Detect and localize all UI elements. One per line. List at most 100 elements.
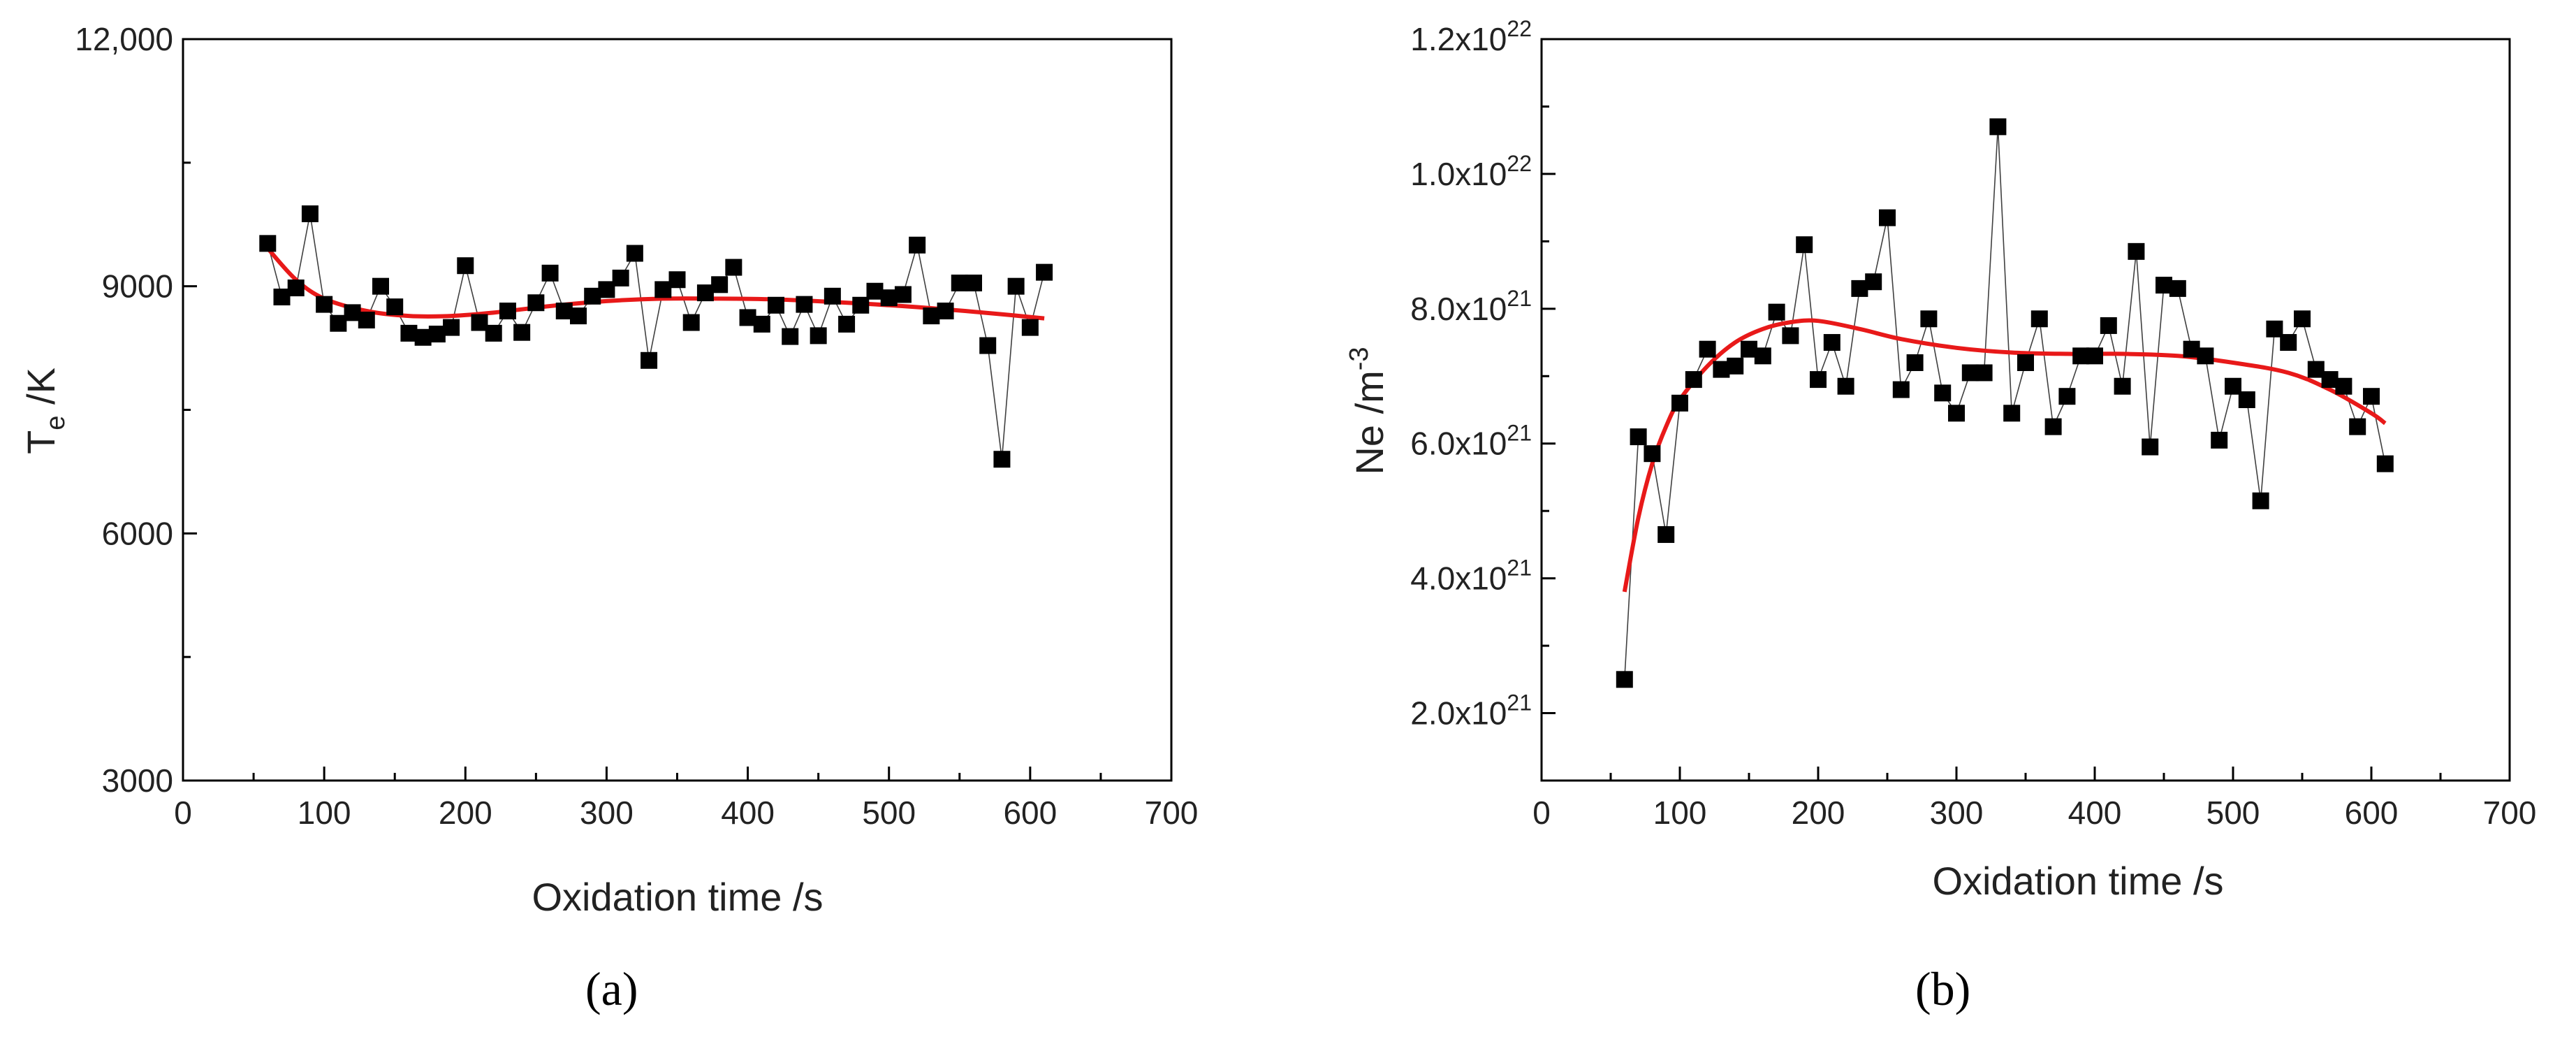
panel-b-y-tick-label: 1.2x1022 xyxy=(1410,16,1532,57)
panel-a-data-point xyxy=(923,307,940,325)
panel-b-x-tick-label: 300 xyxy=(1930,795,1984,831)
panel-a-data-point xyxy=(626,245,643,262)
panel-b-data-point xyxy=(1630,428,1647,446)
panel-a-data-point xyxy=(753,315,770,333)
panel-b-data-point xyxy=(1975,364,1993,382)
panel-a-data-point xyxy=(852,296,870,314)
panel-b-data-point xyxy=(1671,394,1688,412)
panel-b-data-point xyxy=(2058,388,2076,405)
panel-b-data-point xyxy=(2100,317,2117,334)
panel-b-data-point xyxy=(1727,357,1744,375)
panel-b-data-point xyxy=(2044,418,2062,435)
panel-a-label: (a) xyxy=(585,962,638,1015)
panel-b-x-tick-label: 0 xyxy=(1532,795,1551,831)
panel-a-data-point xyxy=(768,296,784,314)
panel-b-data-points xyxy=(1616,118,2394,688)
panel-b-y-axis-title: Ne /m-3 xyxy=(1345,347,1391,474)
panel-a-x-tick-label: 0 xyxy=(174,795,192,831)
panel-a-y-axis-title: Te /K xyxy=(19,368,71,454)
panel-b-data-point xyxy=(2363,388,2380,405)
panel-a-data-point xyxy=(273,288,291,305)
panel-b-y-ticks: 2.0x1021 4.0x1021 6.0x1021 8.0x1021 1.0x1022… xyxy=(1410,16,1556,732)
panel-a-data-point xyxy=(372,277,389,295)
panel-a-y-tick-label: 6000 xyxy=(102,515,173,551)
panel-b-data-point xyxy=(2114,377,2131,395)
panel-a-data-point xyxy=(344,304,361,321)
panel-a-data-point xyxy=(443,319,460,336)
panel-b-x-tick-label: 200 xyxy=(1792,795,1845,831)
panel-b-fit-curve xyxy=(1622,318,2387,593)
panel-b-connector-polyline xyxy=(1624,126,2386,680)
panel-b-data-point xyxy=(2376,455,2394,472)
panel-b-data-point xyxy=(1768,303,1785,321)
panel-b-data-point xyxy=(1644,445,1661,463)
panel-a-connector-line xyxy=(267,213,1045,460)
panel-b-data-point xyxy=(1699,340,1716,358)
panel-a-data-point xyxy=(894,286,912,303)
panel-b-data-point xyxy=(2030,310,2048,328)
panel-a-data-point xyxy=(612,269,629,287)
panel-b-x-tick-label: 100 xyxy=(1653,795,1707,831)
panel-a-data-point xyxy=(739,309,756,326)
panel-b-data-point xyxy=(1892,381,1910,398)
panel-a-data-point xyxy=(654,281,672,298)
panel-a-data-point xyxy=(641,351,658,369)
panel-a-data-point xyxy=(471,314,488,331)
panel-a-x-tick-label: 200 xyxy=(439,795,492,831)
panel-a-data-point xyxy=(259,235,277,252)
panel-a-data-point xyxy=(570,307,587,325)
panel-a-chart: 0 100 200 300 400 500 600 700 3000 6000 9000 12,00… xyxy=(19,21,1198,919)
panel-b-data-point xyxy=(2294,310,2311,328)
panel-a-data-point xyxy=(1007,277,1025,295)
panel-b-data-point xyxy=(2335,377,2352,395)
panel-a-data-point xyxy=(668,271,686,289)
panel-b-data-point xyxy=(1823,334,1840,351)
panel-a-data-point xyxy=(598,281,615,298)
panel-a-plot-frame xyxy=(182,38,1173,782)
panel-b-x-ticks: 0 100 200 300 400 500 600 700 xyxy=(1532,767,2536,831)
panel-b-y-tick-label: 4.0x1021 xyxy=(1410,556,1532,597)
panel-a-data-point xyxy=(880,289,898,307)
panel-b-data-point xyxy=(1657,525,1675,543)
panel-a-x-tick-label: 500 xyxy=(862,795,916,831)
panel-b-connector-line xyxy=(1624,126,2386,680)
panel-a-data-point xyxy=(457,257,474,275)
panel-a-data-point xyxy=(584,287,601,305)
panel-b-x-tick-label: 400 xyxy=(2068,795,2122,831)
panel-a-data-point xyxy=(725,259,742,276)
panel-b-data-point xyxy=(1782,327,1799,345)
panel-b-data-point xyxy=(2252,492,2269,509)
panel-a-data-point xyxy=(527,294,545,312)
panel-a-y-tick-label: 3000 xyxy=(102,762,173,799)
panel-a-fit-curve xyxy=(266,247,1045,321)
panel-a-data-point xyxy=(796,296,813,313)
panel-a-y-tick-label: 12,000 xyxy=(75,21,173,57)
panel-b-y-tick-label: 6.0x1021 xyxy=(1410,421,1532,462)
panel-b-data-point xyxy=(1920,310,1938,328)
panel-b-y-tick-label: 1.0x1022 xyxy=(1410,151,1532,192)
panel-a-x-axis-title: Oxidation time /s xyxy=(532,875,823,919)
panel-b-data-point xyxy=(2197,347,2214,365)
panel-a-connector-polyline xyxy=(267,213,1045,460)
panel-b-x-tick-label: 700 xyxy=(2483,795,2537,831)
panel-b-data-point xyxy=(2169,280,2186,297)
panel-a-data-point xyxy=(909,236,926,254)
panel-a-data-point xyxy=(301,205,319,222)
panel-a-x-tick-label: 300 xyxy=(580,795,634,831)
panel-a-data-point xyxy=(937,303,954,320)
panel-b-data-point xyxy=(1906,354,1924,371)
panel-a-data-point xyxy=(711,276,729,293)
panel-b-data-point xyxy=(1879,209,1896,226)
panel-b-data-point xyxy=(1837,377,1854,395)
panel-b-data-point xyxy=(1796,236,1813,254)
panel-a-fit-line xyxy=(266,247,1045,321)
panel-a-data-point xyxy=(499,303,516,320)
panel-a-data-point xyxy=(965,274,982,291)
panel-b-data-point xyxy=(2086,347,2103,365)
panel-a-data-point xyxy=(824,287,841,305)
panel-a-data-point xyxy=(979,337,997,354)
panel-a-y-tick-label: 9000 xyxy=(102,268,173,305)
panel-a-data-point xyxy=(541,264,559,282)
panel-a-data-point xyxy=(400,324,418,342)
panel-a-data-point xyxy=(1021,319,1039,336)
